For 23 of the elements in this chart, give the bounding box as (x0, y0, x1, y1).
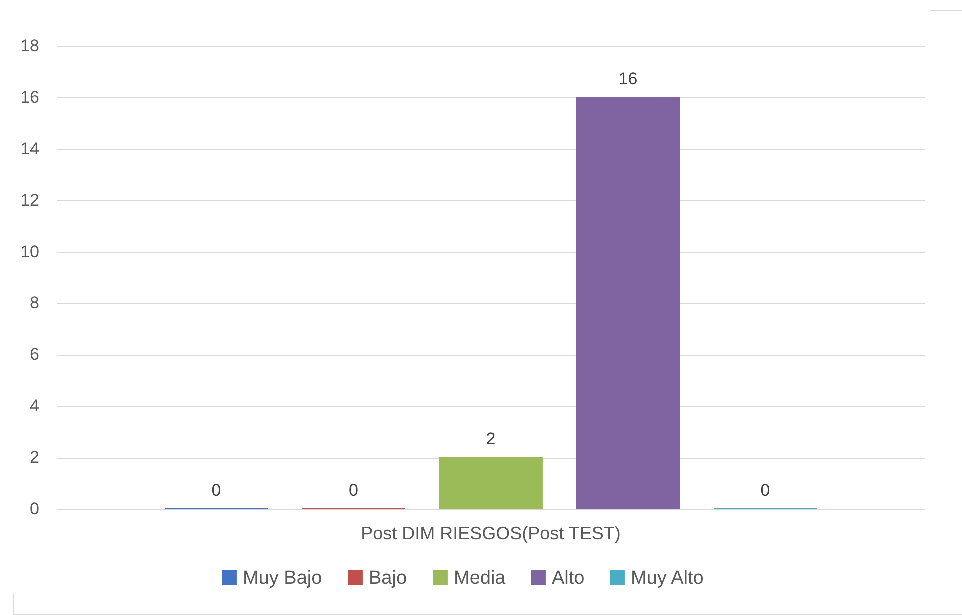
data-label: 2 (486, 430, 496, 449)
y-tick-label: 16 (20, 88, 40, 107)
y-tick-label: 6 (30, 345, 40, 364)
data-label: 0 (349, 481, 358, 500)
legend-label: Muy Bajo (243, 568, 322, 589)
y-tick-label: 12 (20, 190, 40, 210)
legend-label: Media (454, 568, 506, 589)
data-label: 16 (618, 69, 638, 88)
y-tick-label: 2 (30, 448, 40, 468)
bar (439, 457, 543, 510)
data-label: 0 (212, 481, 222, 500)
bar (576, 96, 680, 510)
y-tick-label: 0 (30, 500, 40, 518)
y-tick-label: 14 (20, 139, 40, 158)
y-tick-label: 18 (20, 36, 40, 56)
legend-label: Bajo (369, 568, 408, 589)
x-tick-label: Post DIM RIESGOS(Post TEST) (361, 524, 621, 544)
data-label: 0 (760, 481, 770, 500)
legend-label: Muy Alto (631, 568, 704, 589)
legend-label: Alto (552, 568, 585, 589)
y-tick-label: 4 (30, 396, 40, 416)
y-tick-label: 8 (30, 294, 40, 313)
y-tick-label: 10 (20, 242, 40, 262)
